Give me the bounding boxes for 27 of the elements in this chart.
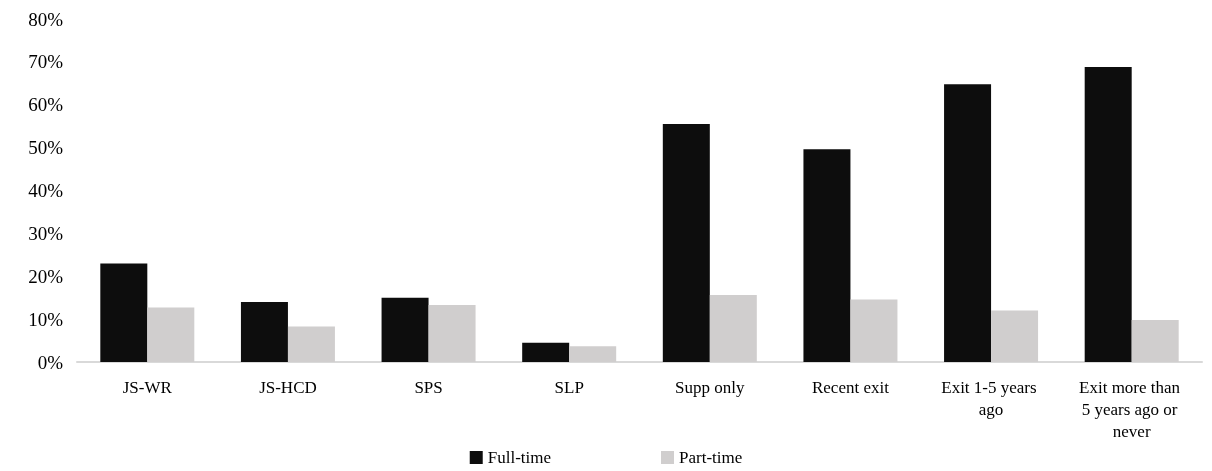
bar — [522, 342, 570, 362]
y-tick-label: 50% — [28, 137, 64, 159]
x-tick-label: SPS — [414, 377, 443, 397]
y-tick-label: 10% — [28, 308, 64, 330]
x-tick-label: Exit 1-5 years ago — [941, 377, 1041, 419]
bar — [662, 124, 710, 362]
bar — [803, 149, 851, 362]
y-tick-label: 60% — [28, 94, 64, 116]
y-tick-label: 20% — [28, 265, 64, 287]
legend-label: Part-time — [679, 448, 743, 467]
legend-label: Full-time — [487, 448, 552, 467]
y-tick-label: 30% — [28, 222, 64, 244]
bar — [1084, 67, 1132, 362]
bar — [100, 263, 148, 362]
x-tick-label: Exit more than 5 years ago or never — [1079, 377, 1185, 441]
y-tick-label: 70% — [28, 51, 64, 73]
x-tick-label: JS-WR — [122, 377, 173, 397]
x-tick-label: SLP — [554, 377, 584, 397]
x-tick-label: Recent exit — [811, 377, 890, 397]
y-tick-label: 40% — [28, 180, 64, 201]
y-tick-label: 0% — [37, 351, 64, 373]
y-tick-label: 80% — [28, 8, 64, 30]
bar — [240, 301, 288, 362]
x-tick-label: Supp only — [675, 377, 746, 397]
bar — [944, 84, 992, 362]
bar — [381, 297, 429, 362]
x-tick-label: JS-HCD — [259, 377, 317, 397]
